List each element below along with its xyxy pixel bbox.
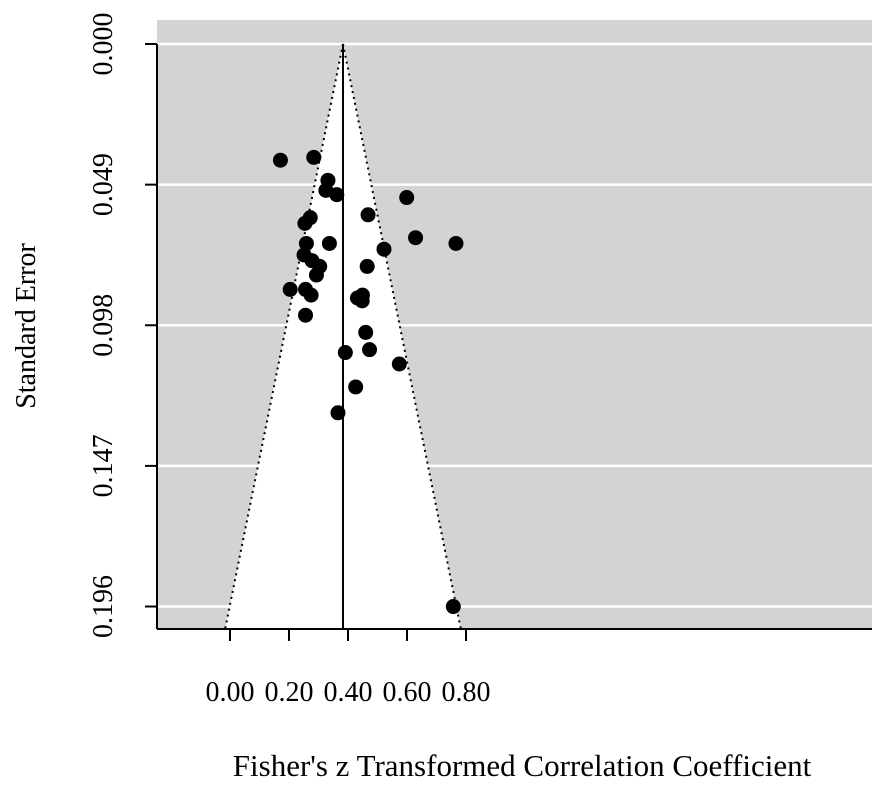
data-point [399,190,415,206]
y-tick-label: 0.098 [88,294,119,357]
data-point [408,230,424,246]
data-point [282,281,298,297]
y-tick-label: 0.147 [88,434,119,497]
y-tick-label: 0.049 [88,153,119,216]
data-point [362,342,378,358]
data-point [376,241,392,257]
data-point [445,599,461,615]
x-axis-title: Fisher's z Transformed Correlation Coeff… [233,748,812,783]
data-point [272,152,288,168]
data-point [298,235,314,251]
data-point [358,324,374,340]
data-point [303,287,319,303]
data-point [359,258,375,274]
data-point [448,235,464,251]
data-point [330,405,346,421]
data-point [298,307,314,323]
x-tick-label: 0.80 [442,677,491,708]
x-tick-label: 0.60 [383,677,432,708]
x-tick-label: 0.00 [206,677,255,708]
data-point [306,149,322,165]
data-point [302,210,318,226]
data-point [329,187,345,203]
data-point [308,267,324,283]
x-tick-label: 0.20 [265,677,314,708]
data-point [360,207,376,223]
y-axis-title: Standard Error [11,243,42,409]
data-point [354,293,370,309]
plot-panel [157,20,872,630]
x-tick-label: 0.40 [324,677,373,708]
y-tick-label: 0.196 [88,575,119,638]
y-tick-label: 0.000 [88,13,119,76]
data-point [337,345,353,361]
data-point [321,235,337,251]
plot-axes: 0.00 0.20 0.40 0.60 0.80 0.000 0.049 0.098 0.147… [88,13,872,708]
data-point [348,379,364,395]
data-point [391,356,407,372]
